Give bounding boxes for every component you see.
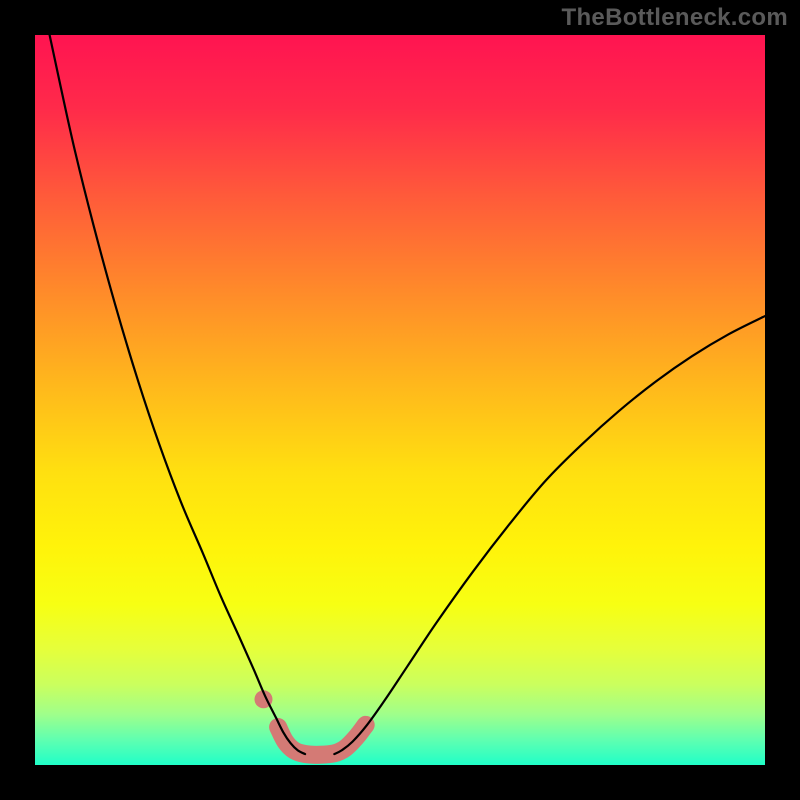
watermark-text: TheBottleneck.com xyxy=(562,4,788,32)
curve-left-branch xyxy=(50,35,306,754)
chart-curves-layer xyxy=(35,35,765,765)
chart-plot-area xyxy=(35,35,765,765)
highlight-u-stroke xyxy=(278,725,366,755)
curve-right-branch xyxy=(334,316,765,754)
